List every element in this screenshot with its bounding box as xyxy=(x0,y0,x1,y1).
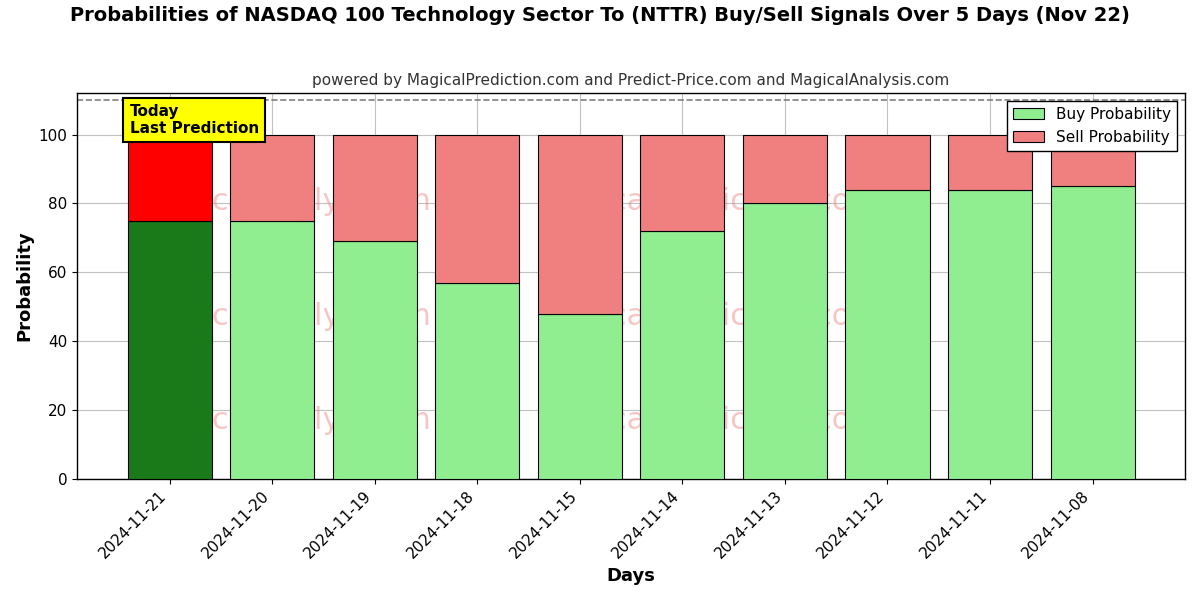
Bar xyxy=(743,203,827,479)
Bar xyxy=(948,190,1032,479)
Text: MagicalPrediction.com: MagicalPrediction.com xyxy=(538,187,880,216)
Bar xyxy=(127,134,211,221)
Text: MagicalPrediction.com: MagicalPrediction.com xyxy=(538,406,880,436)
Bar xyxy=(332,134,416,241)
Bar xyxy=(1050,134,1135,186)
Bar xyxy=(436,134,520,283)
Text: calAnalys.com: calAnalys.com xyxy=(211,187,431,216)
Text: Probabilities of NASDAQ 100 Technology Sector To (NTTR) Buy/Sell Signals Over 5 : Probabilities of NASDAQ 100 Technology S… xyxy=(70,6,1130,25)
Text: calAnalys.com: calAnalys.com xyxy=(211,302,431,331)
Bar xyxy=(641,134,725,231)
Bar xyxy=(641,231,725,479)
Bar xyxy=(127,221,211,479)
Bar xyxy=(948,134,1032,190)
X-axis label: Days: Days xyxy=(607,567,655,585)
Bar xyxy=(230,221,314,479)
Bar xyxy=(230,134,314,221)
Text: Today
Last Prediction: Today Last Prediction xyxy=(130,104,259,136)
Text: MagicalPrediction.com: MagicalPrediction.com xyxy=(538,302,880,331)
Legend: Buy Probability, Sell Probability: Buy Probability, Sell Probability xyxy=(1007,101,1177,151)
Y-axis label: Probability: Probability xyxy=(14,230,32,341)
Text: calAnalys.com: calAnalys.com xyxy=(211,406,431,436)
Bar xyxy=(436,283,520,479)
Bar xyxy=(538,134,622,314)
Bar xyxy=(743,134,827,203)
Bar xyxy=(846,134,930,190)
Bar xyxy=(538,314,622,479)
Bar xyxy=(332,241,416,479)
Title: powered by MagicalPrediction.com and Predict-Price.com and MagicalAnalysis.com: powered by MagicalPrediction.com and Pre… xyxy=(312,73,949,88)
Bar xyxy=(1050,186,1135,479)
Bar xyxy=(846,190,930,479)
